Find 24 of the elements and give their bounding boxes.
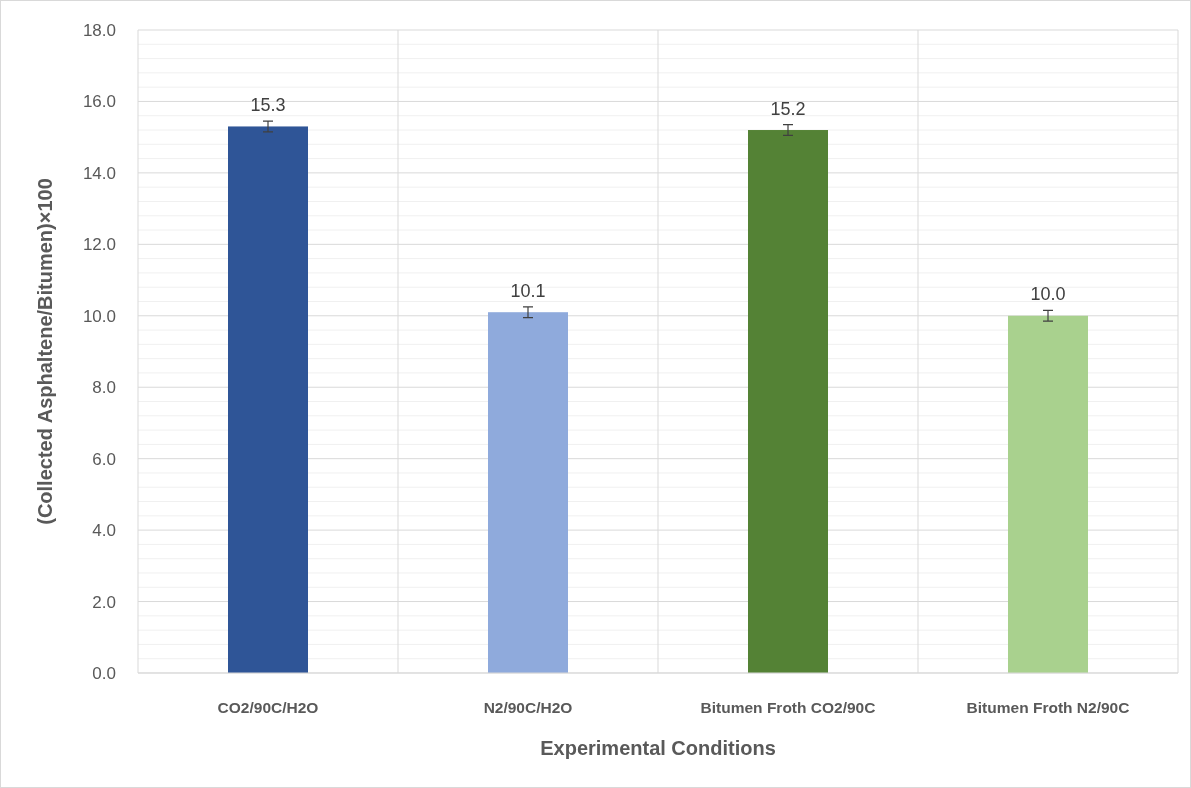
y-tick-label: 0.0 xyxy=(92,663,116,683)
y-tick-label: 4.0 xyxy=(92,521,116,541)
y-tick-label: 12.0 xyxy=(82,235,116,255)
y-tick-label: 18.0 xyxy=(82,20,116,40)
x-tick-label: N2/90C/H2O xyxy=(483,699,573,716)
y-tick-label: 14.0 xyxy=(82,163,116,183)
data-label: 10.0 xyxy=(1030,284,1066,305)
x-axis-title: Experimental Conditions xyxy=(540,737,776,759)
bar xyxy=(488,312,568,673)
data-label: 15.2 xyxy=(770,98,806,119)
bar xyxy=(228,126,308,673)
y-tick-label: 10.0 xyxy=(82,306,116,326)
data-label: 15.3 xyxy=(250,95,286,116)
bar xyxy=(1008,315,1088,673)
y-tick-label: 16.0 xyxy=(82,92,116,112)
x-tick-label: CO2/90C/H2O xyxy=(217,699,319,716)
bar xyxy=(748,130,828,673)
y-tick-label: 2.0 xyxy=(92,592,116,612)
x-tick-label: Bitumen Froth N2/90C xyxy=(966,699,1130,716)
y-tick-label: 8.0 xyxy=(92,378,116,398)
x-tick-label: Bitumen Froth CO2/90C xyxy=(700,699,876,716)
y-tick-label: 6.0 xyxy=(92,449,116,469)
y-axis-title: (Collected Asphaltene/Bitumen)×100 xyxy=(34,178,56,525)
data-label: 10.1 xyxy=(510,280,546,301)
